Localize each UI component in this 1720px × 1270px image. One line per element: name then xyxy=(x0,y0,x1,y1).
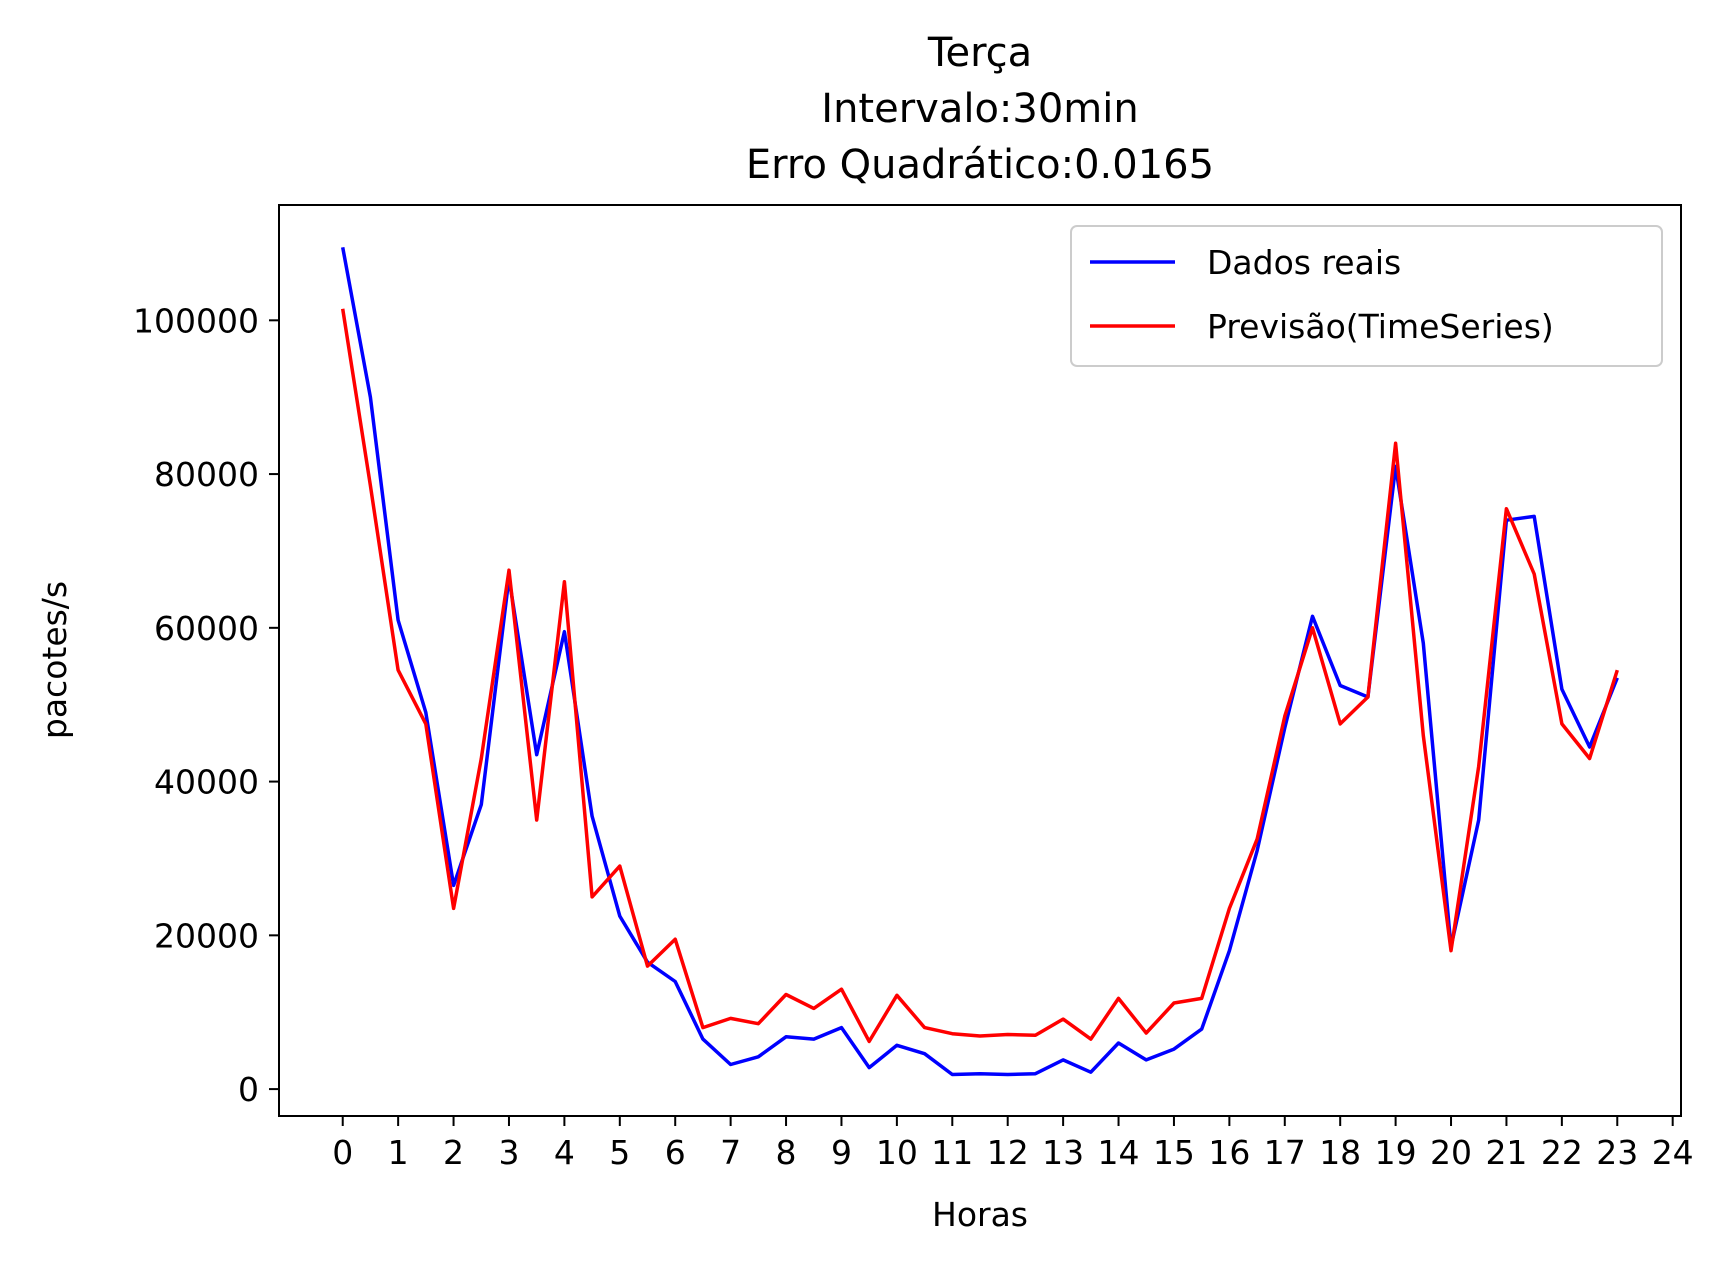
x-tick-label: 18 xyxy=(1319,1133,1361,1172)
x-axis-label: Horas xyxy=(932,1195,1028,1234)
x-tick-label: 11 xyxy=(931,1133,973,1172)
x-tick-label: 24 xyxy=(1652,1133,1694,1172)
x-tick-label: 19 xyxy=(1375,1133,1417,1172)
y-tick-label: 100000 xyxy=(133,301,259,340)
x-tick-label: 23 xyxy=(1596,1133,1638,1172)
x-tick-label: 22 xyxy=(1541,1133,1583,1172)
y-axis-ticks: 0 20000 40000 60000 80000 100000 xyxy=(133,301,279,1109)
x-tick-label: 16 xyxy=(1208,1133,1250,1172)
legend: Dados reais Previsão(TimeSeries) xyxy=(1070,225,1663,367)
x-tick-label: 14 xyxy=(1098,1133,1140,1172)
y-tick-label: 40000 xyxy=(154,763,259,802)
x-tick-label: 3 xyxy=(498,1133,519,1172)
x-tick-label: 13 xyxy=(1042,1133,1084,1172)
x-tick-label: 1 xyxy=(388,1133,409,1172)
chart-title-line-1: Terça xyxy=(927,30,1032,76)
x-tick-label: 10 xyxy=(876,1133,918,1172)
x-tick-label: 21 xyxy=(1485,1133,1527,1172)
legend-label-previsao: Previsão(TimeSeries) xyxy=(1207,307,1554,346)
chart-title-line-2: Intervalo:30min xyxy=(821,86,1138,132)
y-tick-label: 20000 xyxy=(154,916,259,955)
x-axis-ticks: 0 1 2 3 4 5 6 7 8 9 10 11 12 13 14 15 16 17 18 19 20 21 22 23 24 xyxy=(332,1116,1694,1172)
x-tick-label: 4 xyxy=(554,1133,575,1172)
x-tick-label: 9 xyxy=(831,1133,852,1172)
series-line-1 xyxy=(340,308,1619,1044)
x-tick-label: 0 xyxy=(332,1133,353,1172)
plot-lines xyxy=(340,246,1619,1077)
x-tick-label: 6 xyxy=(665,1133,686,1172)
chart-title: Terça Intervalo:30min Erro Quadrático:0.… xyxy=(746,30,1214,188)
legend-label-dados-reais: Dados reais xyxy=(1207,243,1401,282)
chart-title-line-3: Erro Quadrático:0.0165 xyxy=(746,142,1214,188)
x-tick-label: 20 xyxy=(1430,1133,1472,1172)
y-tick-label: 80000 xyxy=(154,455,259,494)
x-tick-label: 5 xyxy=(609,1133,630,1172)
x-tick-label: 7 xyxy=(720,1133,741,1172)
x-tick-label: 17 xyxy=(1264,1133,1306,1172)
plot-frame xyxy=(278,204,1682,1117)
legend-box xyxy=(1070,225,1663,367)
y-tick-label: 0 xyxy=(238,1070,259,1109)
x-tick-label: 2 xyxy=(443,1133,464,1172)
y-tick-label: 60000 xyxy=(154,609,259,648)
series-line-0 xyxy=(340,246,1619,1077)
x-tick-label: 15 xyxy=(1153,1133,1195,1172)
x-tick-label: 12 xyxy=(987,1133,1029,1172)
x-tick-label: 8 xyxy=(776,1133,797,1172)
y-axis-label: pacotes/s xyxy=(35,581,74,739)
